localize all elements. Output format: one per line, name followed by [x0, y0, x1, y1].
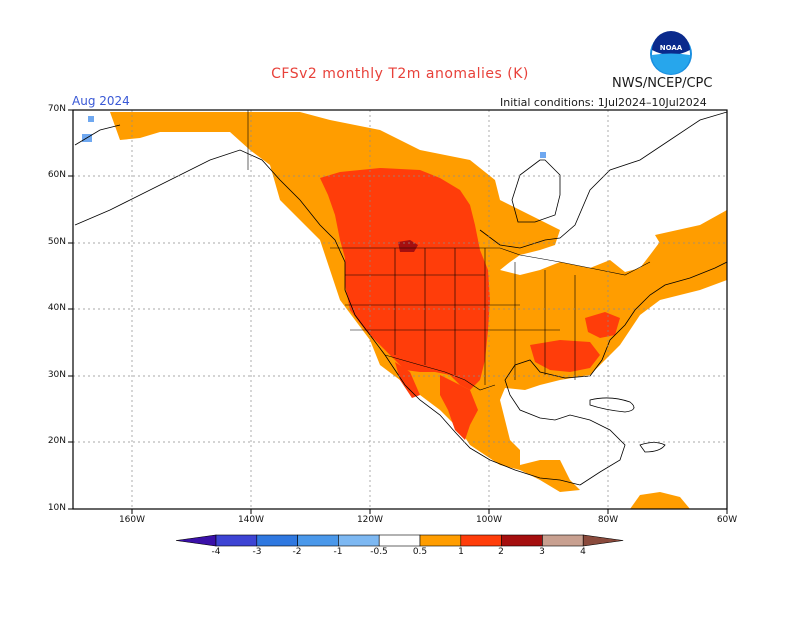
anomaly-region-0-5-1-south	[630, 492, 690, 509]
anomaly-region-1-2-midatlantic	[585, 312, 620, 338]
lat-label: 60N	[47, 170, 66, 180]
map-title: CFSv2 monthly T2m anomalies (K)	[271, 66, 529, 82]
lon-label: 80W	[597, 515, 619, 525]
agency-label: NWS/NCEP/CPC	[612, 76, 713, 91]
colorbar-label: -1	[333, 547, 343, 557]
colorbar-label: 4	[580, 547, 586, 557]
anomaly-region-1-2-southeast	[530, 340, 600, 372]
colorbar-label: -0.5	[370, 547, 388, 557]
anomaly-region-0-5-1-east	[655, 210, 727, 260]
colorbar-label: -4	[211, 547, 221, 557]
colorbar-label: 0.5	[412, 547, 428, 557]
colorbar-label: 3	[539, 547, 545, 557]
anomaly-region-1-2-baja	[395, 362, 420, 398]
lon-label: 60W	[716, 515, 738, 525]
lon-label: 140W	[237, 515, 265, 525]
grid	[73, 110, 727, 509]
borders	[247, 110, 651, 391]
lon-label: 100W	[475, 515, 503, 525]
lat-label: 40N	[47, 303, 66, 313]
coastlines	[74, 111, 727, 486]
anomaly-region-1-2-mexico	[440, 375, 478, 440]
colorbar-label: 1	[458, 547, 464, 557]
anomaly-region-1-2	[320, 168, 490, 390]
colorbar-label: -2	[292, 547, 302, 557]
lat-label: 10N	[47, 503, 66, 513]
forecast-month: Aug 2024	[72, 94, 130, 108]
anomaly-cold-spot	[88, 116, 94, 122]
lat-label: 20N	[47, 436, 66, 446]
colorbar-label: -3	[252, 547, 262, 557]
lon-label: 120W	[356, 515, 384, 525]
lat-label: 70N	[47, 104, 66, 114]
lat-label: 30N	[47, 370, 66, 380]
initial-conditions: Initial conditions: 1Jul2024–10Jul2024	[500, 96, 707, 109]
colorbar-label: 2	[498, 547, 504, 557]
lon-label: 160W	[118, 515, 146, 525]
lat-label: 50N	[47, 237, 66, 247]
anomaly-cold-spot	[540, 152, 546, 158]
